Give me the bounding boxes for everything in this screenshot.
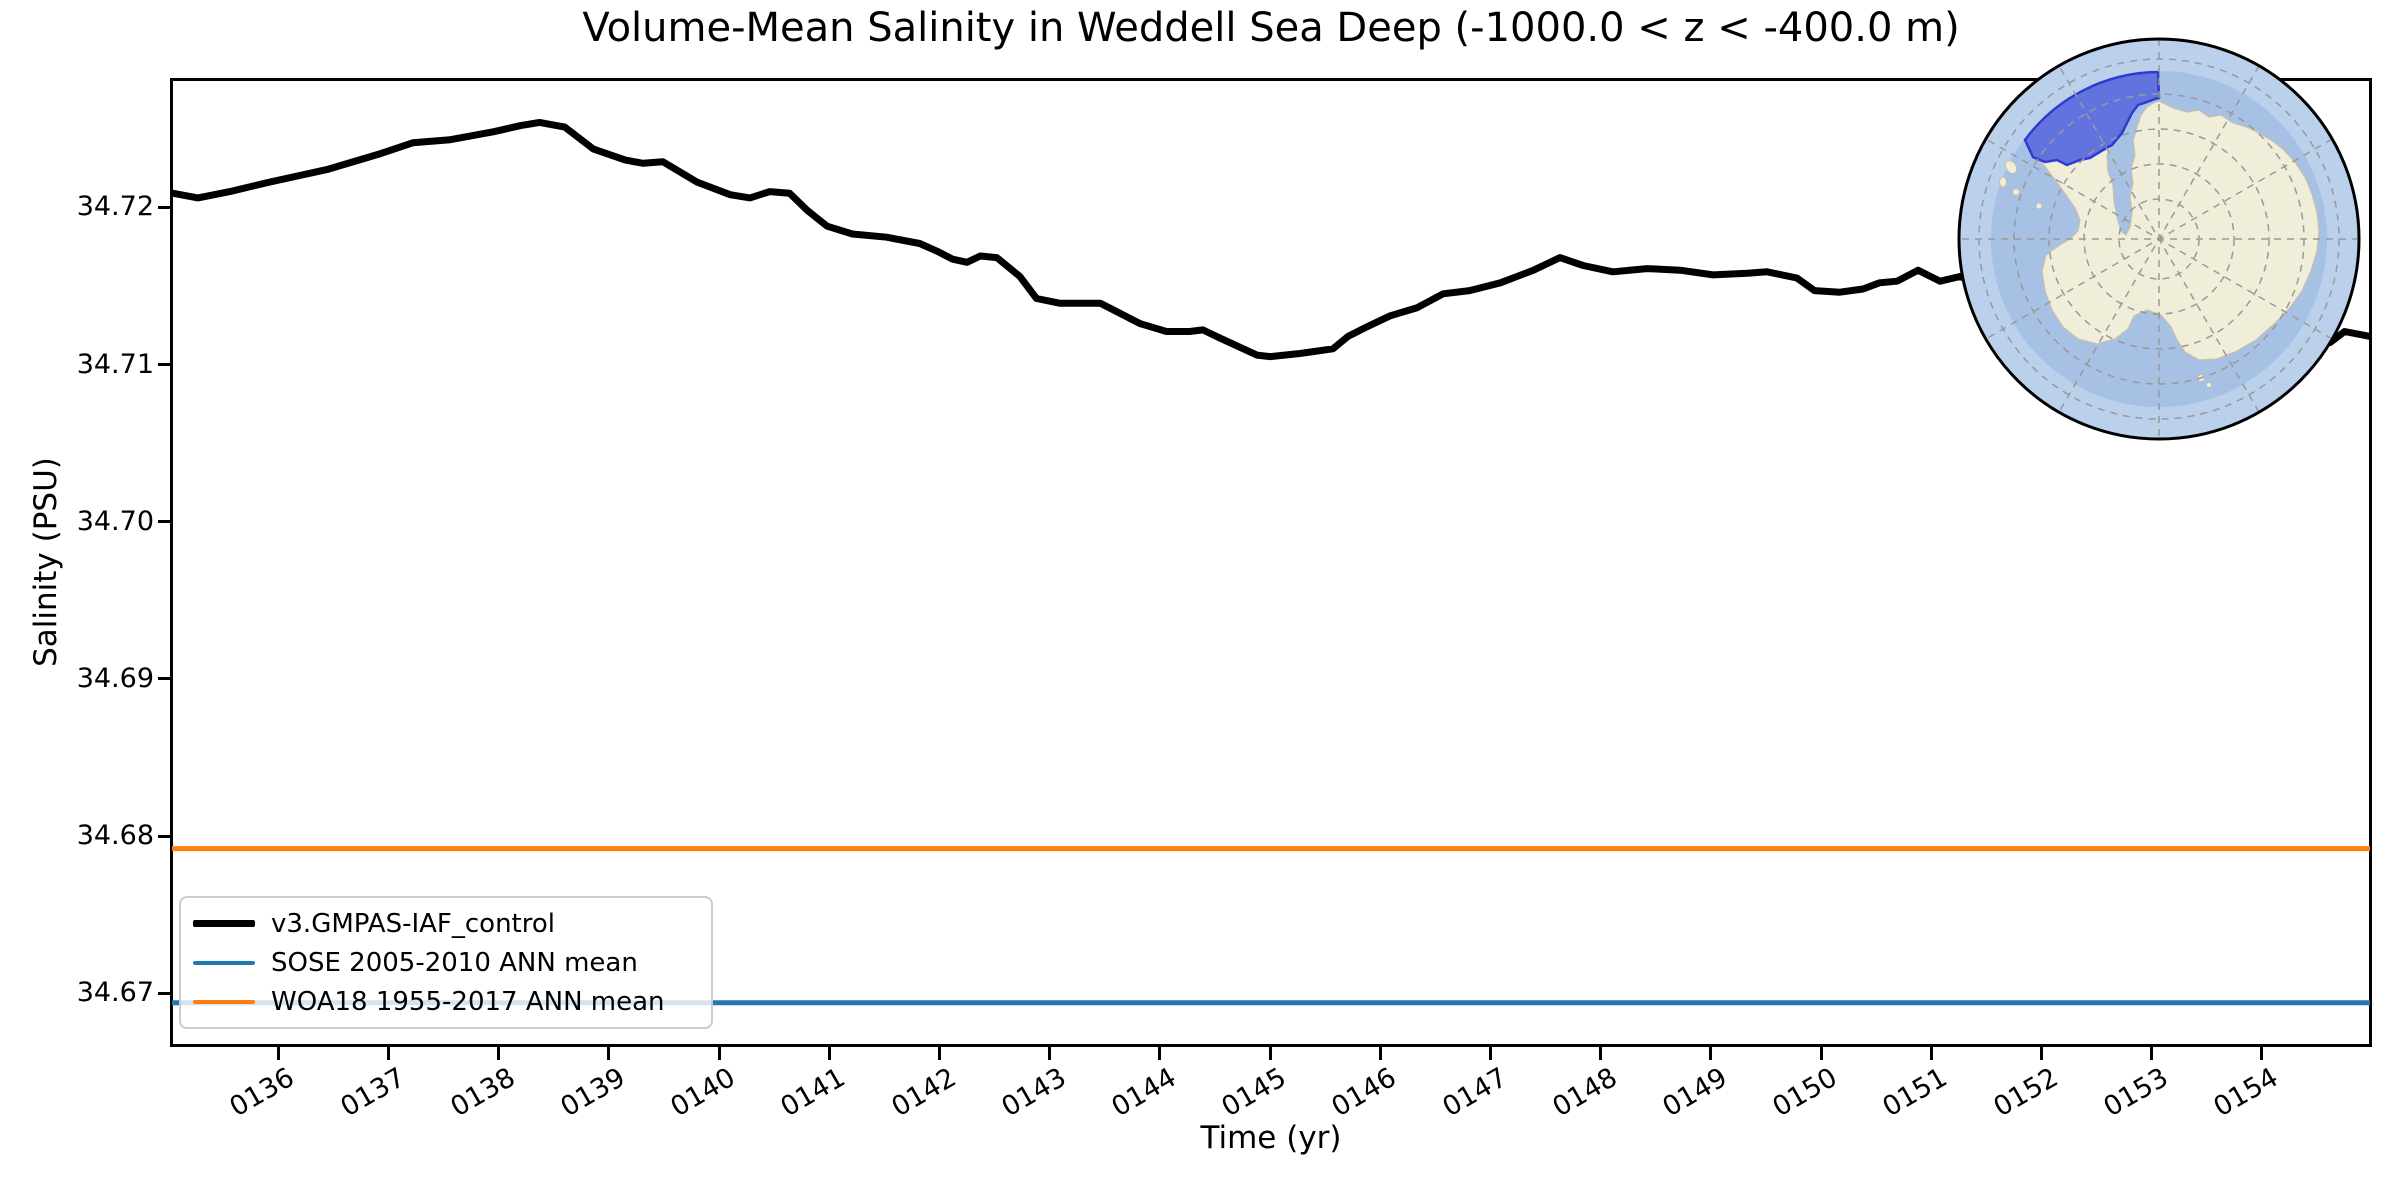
inset-map-content xyxy=(1959,39,2359,439)
x-tick-mark xyxy=(1158,1047,1162,1060)
legend-label: WOA18 1955-2017 ANN mean xyxy=(271,986,665,1017)
plot-area-border xyxy=(170,78,2372,1047)
y-tick-mark xyxy=(158,677,171,681)
y-tick-label: 34.72 xyxy=(76,191,154,223)
x-tick-mark xyxy=(1268,1047,1272,1060)
x-tick-label: 0147 xyxy=(1436,1062,1512,1124)
x-tick-label: 0149 xyxy=(1657,1062,1733,1124)
x-tick-mark xyxy=(1378,1047,1382,1060)
x-tick-label: 0152 xyxy=(1987,1062,2063,1124)
y-tick-mark xyxy=(158,205,171,209)
x-tick-mark xyxy=(1599,1047,1603,1060)
legend: v3.GMPAS-IAF_control SOSE 2005-2010 ANN m… xyxy=(179,896,713,1029)
x-tick-label: 0136 xyxy=(224,1062,300,1124)
legend-line-swatch xyxy=(193,920,255,927)
x-tick-label: 0145 xyxy=(1216,1062,1292,1124)
x-tick-mark xyxy=(1819,1047,1823,1060)
x-tick-mark xyxy=(1048,1047,1052,1060)
x-tick-label: 0150 xyxy=(1767,1062,1843,1124)
x-tick-label: 0144 xyxy=(1106,1062,1182,1124)
weddell-sea-region xyxy=(2023,70,2161,167)
x-tick-label: 0148 xyxy=(1547,1062,1623,1124)
legend-label: v3.GMPAS-IAF_control xyxy=(271,908,555,939)
x-tick-mark xyxy=(1929,1047,1933,1060)
x-tick-label: 0142 xyxy=(885,1062,961,1124)
y-axis-label: Salinity (PSU) xyxy=(28,457,64,667)
x-tick-mark xyxy=(827,1047,831,1060)
y-tick-mark xyxy=(158,834,171,838)
x-tick-label: 0151 xyxy=(1877,1062,1953,1124)
legend-entry: v3.GMPAS-IAF_control xyxy=(193,909,699,939)
legend-entry: SOSE 2005-2010 ANN mean xyxy=(193,948,699,978)
x-tick-mark xyxy=(717,1047,721,1060)
x-tick-mark xyxy=(2260,1047,2264,1060)
y-tick-label: 34.69 xyxy=(76,662,154,694)
legend-line-swatch xyxy=(193,960,255,965)
x-tick-label: 0153 xyxy=(2098,1062,2174,1124)
y-tick-label: 34.70 xyxy=(76,505,154,537)
chart-title: Volume-Mean Salinity in Weddell Sea Deep… xyxy=(582,5,1960,51)
map-rim xyxy=(1957,37,2361,441)
legend-entry: WOA18 1955-2017 ANN mean xyxy=(193,987,699,1017)
x-tick-mark xyxy=(2150,1047,2154,1060)
x-axis-label: Time (yr) xyxy=(1200,1120,1342,1156)
legend-label: SOSE 2005-2010 ANN mean xyxy=(271,947,638,978)
x-tick-mark xyxy=(938,1047,941,1060)
y-tick-mark xyxy=(158,520,171,524)
antarctica-landmass xyxy=(2024,100,2320,361)
x-tick-mark xyxy=(1489,1047,1492,1060)
x-tick-mark xyxy=(1709,1047,1713,1060)
x-tick-mark xyxy=(276,1047,280,1060)
x-tick-mark xyxy=(2040,1047,2043,1060)
x-tick-label: 0143 xyxy=(996,1062,1072,1124)
map-graticule xyxy=(1959,39,2359,439)
x-tick-label: 0140 xyxy=(665,1062,741,1124)
map-islands xyxy=(1999,160,2212,388)
y-tick-mark xyxy=(158,991,171,995)
x-tick-mark xyxy=(607,1047,611,1060)
x-tick-label: 0141 xyxy=(775,1062,851,1124)
x-tick-label: 0146 xyxy=(1326,1062,1402,1124)
x-tick-mark xyxy=(387,1047,390,1060)
y-tick-label: 34.68 xyxy=(76,820,154,852)
x-tick-label: 0154 xyxy=(2208,1062,2284,1124)
x-tick-mark xyxy=(497,1047,501,1060)
series-line xyxy=(172,118,2370,361)
y-tick-mark xyxy=(158,363,171,366)
y-tick-label: 34.67 xyxy=(76,977,154,1009)
y-tick-label: 34.71 xyxy=(76,348,154,380)
inset-map xyxy=(1957,37,2361,441)
x-tick-label: 0138 xyxy=(445,1062,521,1124)
x-tick-label: 0139 xyxy=(555,1062,631,1124)
legend-line-swatch xyxy=(193,999,255,1004)
x-tick-label: 0137 xyxy=(334,1062,410,1124)
